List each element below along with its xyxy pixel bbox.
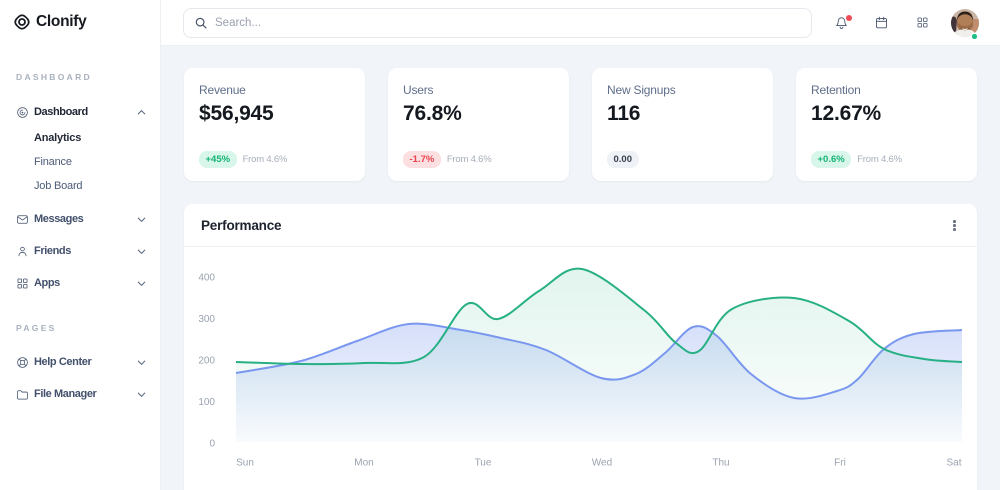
svg-text:Tue: Tue bbox=[475, 458, 492, 469]
svg-text:100: 100 bbox=[198, 397, 215, 408]
svg-text:200: 200 bbox=[198, 356, 215, 367]
svg-text:Sun: Sun bbox=[236, 458, 254, 469]
svg-text:0: 0 bbox=[209, 439, 215, 450]
svg-text:Thu: Thu bbox=[712, 458, 729, 469]
svg-text:Wed: Wed bbox=[592, 458, 612, 469]
svg-text:300: 300 bbox=[198, 314, 215, 325]
svg-text:400: 400 bbox=[198, 273, 215, 284]
svg-text:Fri: Fri bbox=[834, 458, 846, 469]
svg-text:Sat: Sat bbox=[946, 458, 961, 469]
svg-text:Mon: Mon bbox=[354, 458, 373, 469]
